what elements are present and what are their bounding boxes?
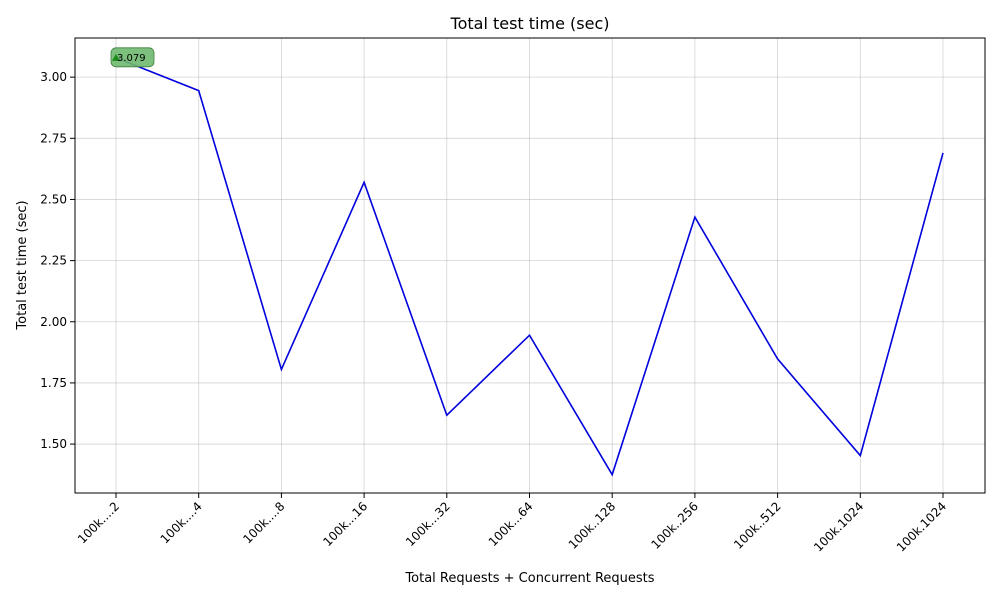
x-tick-label: 100k...16 [320, 499, 370, 549]
x-axis-label: Total Requests + Concurrent Requests [404, 571, 654, 586]
x-tick-label: 100k....2 [75, 499, 122, 546]
x-tick-label: 100k....8 [240, 499, 287, 546]
x-tick-label: 100k..512 [731, 499, 784, 552]
y-tick-label: 2.75 [40, 131, 67, 145]
annotation-label: 3.079 [117, 53, 146, 64]
y-tick-label: 3.00 [40, 70, 67, 84]
grid-layer [75, 38, 985, 493]
annotation-layer: 3.079 [110, 47, 155, 68]
axes-layer [74, 37, 986, 494]
x-tick-label: 100k..128 [566, 499, 619, 552]
max-marker [112, 53, 120, 61]
y-tick-label: 2.50 [40, 192, 67, 206]
y-tick-label: 1.75 [40, 376, 67, 390]
chart-title: Total test time (sec) [450, 14, 610, 33]
series-line [115, 57, 944, 477]
x-tick-label: 100k..256 [648, 499, 701, 552]
annotation-box [110, 47, 155, 68]
series-layer [115, 57, 944, 477]
x-tick-layer: 100k....2 100k....4 100k....8 100k...16 100k… [75, 493, 949, 555]
x-tick-label: 100k....4 [158, 499, 205, 546]
y-axis-label: Total test time (sec) [15, 200, 30, 330]
x-tick-label: 100k.1024 [811, 499, 866, 554]
y-tick-label: 2.00 [40, 315, 67, 329]
y-tick-label: 2.25 [40, 254, 67, 268]
y-tick-label: 1.50 [40, 437, 67, 451]
x-tick-label: 100k...32 [403, 499, 453, 549]
plot-frame [74, 37, 986, 494]
x-tick-label: 100k.1024 [894, 499, 949, 554]
x-tick-label: 100k...64 [486, 499, 536, 549]
y-tick-layer: 1.50 1.75 2.00 2.25 2.50 2.75 3.00 [40, 70, 75, 451]
